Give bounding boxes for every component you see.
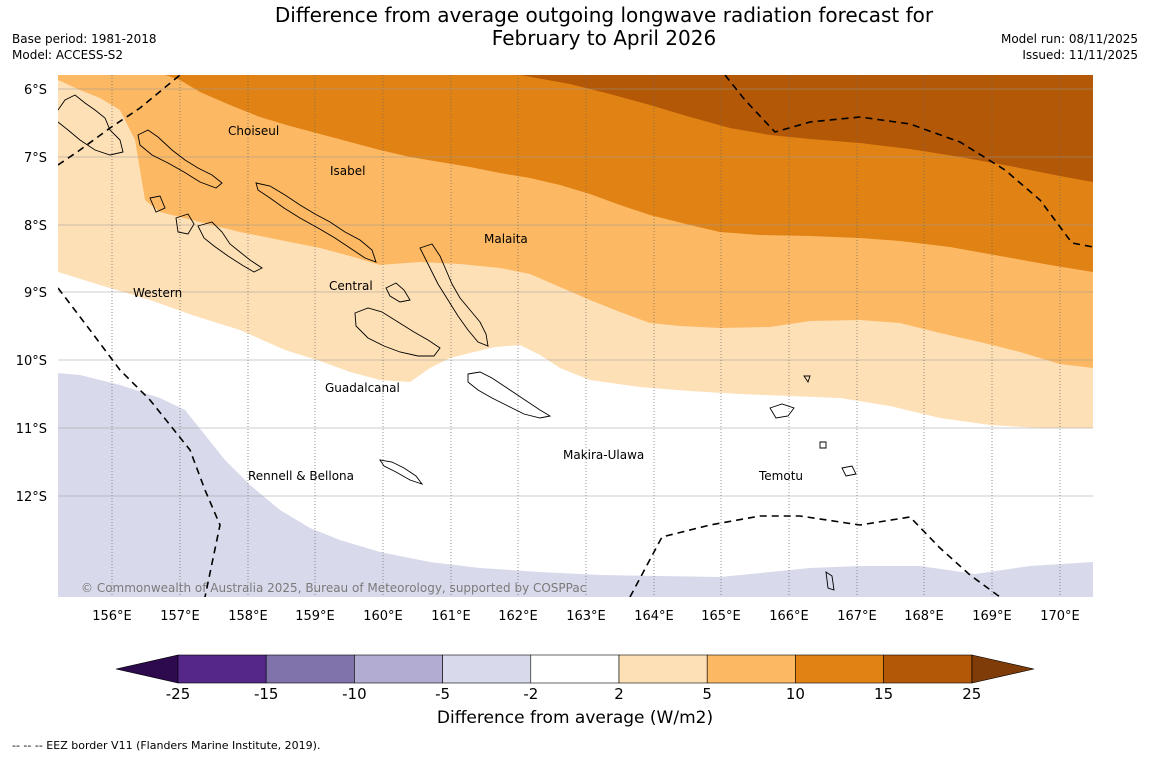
colorbar-tick-label: 2: [614, 685, 624, 700]
colorbar-tick-label: 25: [962, 685, 981, 700]
guadalcanal-island: [354, 307, 441, 357]
colorbar-tick-label: -25: [166, 685, 191, 700]
rennell-island: [379, 459, 424, 485]
longitude-label: 168°E: [904, 609, 944, 624]
title-line-2: February to April 2026: [491, 26, 717, 50]
colorbar-segment: [442, 654, 532, 684]
longitude-labels: 156°E 157°E 158°E 159°E 160°E 161°E 162°E 163°E…: [92, 609, 1080, 624]
gridlines: [58, 75, 1093, 597]
longitude-label: 162°E: [498, 609, 538, 624]
longitude-label: 159°E: [295, 609, 335, 624]
santa-cruz-islands: [769, 375, 857, 591]
chart-title: Difference from average outgoing longwav…: [200, 4, 1008, 50]
colorbar-tick-label: 5: [702, 685, 712, 700]
colorbar-segment: [354, 654, 443, 684]
longitude-label: 167°E: [837, 609, 877, 624]
coastlines: [58, 94, 857, 591]
base-period-text: Base period: 1981-2018: [12, 32, 157, 46]
longitude-label: 165°E: [701, 609, 741, 624]
colorbar-tick-labels: -25 -15 -10 -5 -2 2 5 10 15 25: [166, 685, 982, 700]
colorbar-segment: [706, 654, 796, 684]
eez-border-northeast: [724, 75, 1093, 248]
band-15-to-25: [520, 75, 1093, 182]
bougainville-island: [58, 94, 124, 156]
longitude-label: 169°E: [972, 609, 1012, 624]
florida-islands: [385, 282, 411, 303]
copyright-notice: © Commonwealth of Australia 2025, Bureau…: [81, 581, 586, 595]
label-temotu: Temotu: [758, 469, 803, 483]
latitude-label: 7°S: [24, 151, 47, 166]
label-rennell-bellona: Rennell & Bellona: [248, 469, 354, 483]
colorbar-segment: [883, 654, 973, 684]
colorbar-segment: [177, 654, 267, 684]
label-isabel: Isabel: [330, 164, 365, 178]
eez-border-southwest: [58, 287, 221, 597]
colorbar-tick-label: 10: [786, 685, 805, 700]
longitude-label: 161°E: [431, 609, 471, 624]
longitude-label: 157°E: [160, 609, 200, 624]
colorbar-tick-label: -10: [342, 685, 367, 700]
longitude-label: 164°E: [634, 609, 674, 624]
label-malaita: Malaita: [484, 232, 528, 246]
colorbar-high-extension: [971, 654, 1035, 684]
longitude-label: 170°E: [1040, 609, 1080, 624]
colorbar-segments: [177, 654, 973, 684]
longitude-label: 160°E: [363, 609, 403, 624]
label-guadalcanal: Guadalcanal: [325, 381, 400, 395]
colorbar-title: Difference from average (W/m2): [436, 708, 714, 728]
map-plot-area: Choiseul Isabel Malaita Western Central …: [58, 75, 1093, 597]
latitude-label: 11°S: [16, 422, 47, 437]
latitude-label: 8°S: [24, 219, 47, 234]
region-labels: Choiseul Isabel Malaita Western Central …: [133, 124, 803, 483]
colorbar-segment: [618, 654, 708, 684]
colorbar-tick-label: -2: [523, 685, 538, 700]
colorbar-segment: [265, 654, 355, 684]
forecast-map: Choiseul Isabel Malaita Western Central …: [16, 75, 1093, 700]
label-choiseul: Choiseul: [228, 124, 279, 138]
metadata-left: Base period: 1981-2018 Model: ACCESS-S2: [12, 31, 157, 63]
longitude-label: 163°E: [566, 609, 606, 624]
colorbar: -25 -15 -10 -5 -2 2 5 10 15 25: [115, 654, 1035, 700]
latitude-labels: 6°S 7°S 8°S 9°S 10°S 11°S 12°S: [16, 83, 47, 505]
label-western: Western: [133, 286, 182, 300]
colorbar-segment: [530, 654, 620, 684]
longitude-label: 156°E: [92, 609, 132, 624]
eez-border-west: [58, 75, 181, 166]
longitude-label: 158°E: [228, 609, 268, 624]
choiseul-island: [137, 129, 223, 189]
new-georgia-islands: [149, 195, 263, 273]
latitude-label: 12°S: [16, 490, 47, 505]
colorbar-segment: [795, 654, 884, 684]
latitude-label: 6°S: [24, 83, 47, 98]
model-run-text: Model run: 08/11/2025: [1000, 32, 1138, 46]
colorbar-low-extension: [115, 654, 179, 684]
metadata-right: Model run: 08/11/2025 Issued: 11/11/2025: [1001, 31, 1138, 63]
latitude-label: 9°S: [24, 286, 47, 301]
band-below-average: [58, 373, 1093, 597]
model-text: Model: ACCESS-S2: [12, 48, 124, 62]
label-central: Central: [329, 279, 373, 293]
malaita-island: [419, 243, 489, 347]
issued-text: Issued: 11/11/2025: [1022, 48, 1138, 62]
title-line-1: Difference from average outgoing longwav…: [274, 3, 934, 27]
makira-island: [467, 371, 552, 419]
eez-footnote: -- -- -- EEZ border V11 (Flanders Marine…: [12, 739, 321, 752]
label-makira-ulawa: Makira-Ulawa: [563, 448, 644, 462]
isabel-island: [255, 182, 377, 263]
eez-border: [58, 75, 1093, 597]
latitude-label: 10°S: [16, 354, 47, 369]
colorbar-tick-label: -5: [435, 685, 450, 700]
colorbar-tick-label: 15: [874, 685, 893, 700]
colorbar-tick-label: -15: [254, 685, 279, 700]
longitude-label: 166°E: [769, 609, 809, 624]
